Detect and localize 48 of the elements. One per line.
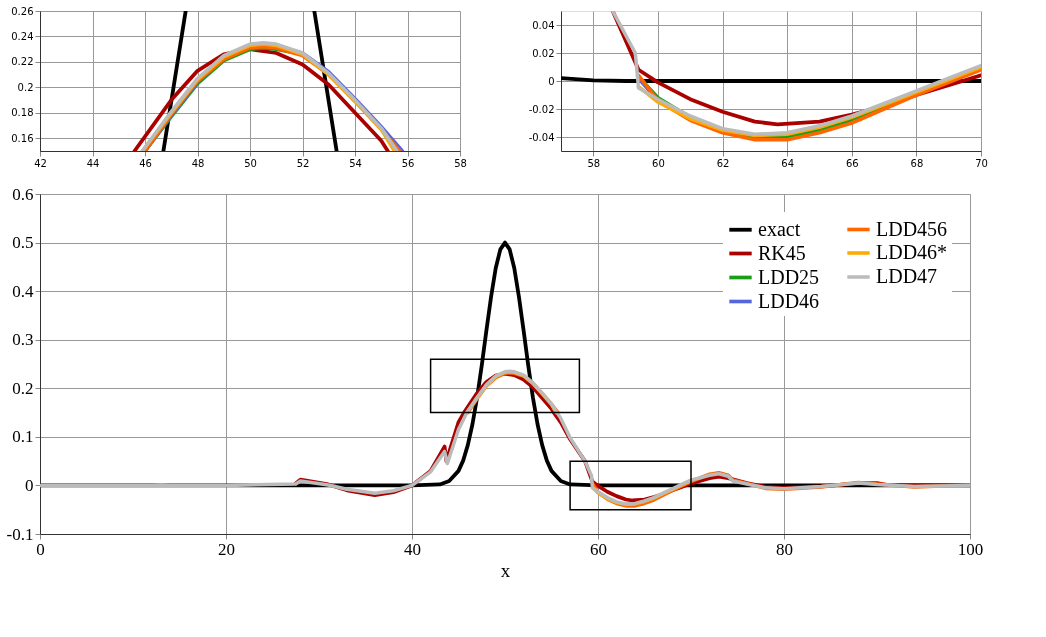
x-tick-label: 80 [776, 539, 793, 559]
y-tick-label: 0.22 [11, 56, 34, 68]
x-tick-label: 52 [296, 157, 310, 169]
x-tick-label: 64 [781, 157, 795, 169]
y-tick-label: -0.04 [528, 131, 555, 143]
y-tick-label: 0.26 [11, 5, 34, 17]
x-tick-label: 46 [139, 157, 152, 169]
x-tick-label: 20 [218, 539, 235, 559]
x-tick-label: 58 [587, 157, 601, 169]
legend-label: LDD47 [876, 265, 938, 287]
y-tick-label: 0.24 [11, 30, 34, 42]
legend-label: LDD456 [876, 217, 948, 240]
x-tick-label: 100 [957, 539, 984, 559]
y-tick-label: 0.5 [12, 233, 34, 253]
x-tick-label: 70 [975, 157, 988, 169]
y-tick-label: 0.6 [12, 184, 34, 204]
y-tick-label: 0.16 [11, 132, 34, 144]
x-tick-label: 50 [244, 157, 257, 169]
x-tick-label: 48 [191, 157, 205, 169]
legend-label: LDD46 [758, 289, 820, 312]
x-tick-label: 66 [845, 157, 859, 169]
legend-label: exact [758, 217, 801, 240]
y-tick-label: 0.1 [12, 427, 34, 447]
y-tick-label: 0.02 [532, 47, 555, 59]
x-tick-label: 54 [349, 157, 362, 169]
x-tick-label: 58 [454, 157, 467, 169]
x-tick-label: 60 [590, 539, 607, 559]
y-tick-label: 0 [548, 75, 555, 87]
x-tick-label: 60 [652, 157, 665, 169]
legend-label: LDD25 [758, 265, 820, 288]
x-tick-label: 44 [86, 157, 100, 169]
x-tick-label: 40 [404, 539, 421, 559]
y-tick-label: 0 [25, 475, 34, 495]
x-tick-label: 56 [401, 157, 415, 169]
y-tick-label: 0.3 [12, 330, 34, 350]
x-axis-title: x [500, 559, 511, 581]
y-tick-label: 0.2 [12, 378, 34, 398]
y-tick-label: -0.02 [528, 103, 555, 115]
legend-label: RK45 [758, 241, 806, 264]
legend-label: LDD46* [876, 241, 948, 263]
y-tick-label: -0.1 [6, 524, 34, 544]
x-tick-label: 42 [34, 157, 47, 169]
y-tick-label: 0.18 [11, 107, 34, 119]
y-tick-label: 0.4 [12, 281, 34, 301]
x-tick-label: 68 [910, 157, 924, 169]
x-tick-label: 62 [716, 157, 730, 169]
y-tick-label: 0.2 [17, 81, 34, 93]
y-tick-label: 0.04 [532, 19, 555, 31]
